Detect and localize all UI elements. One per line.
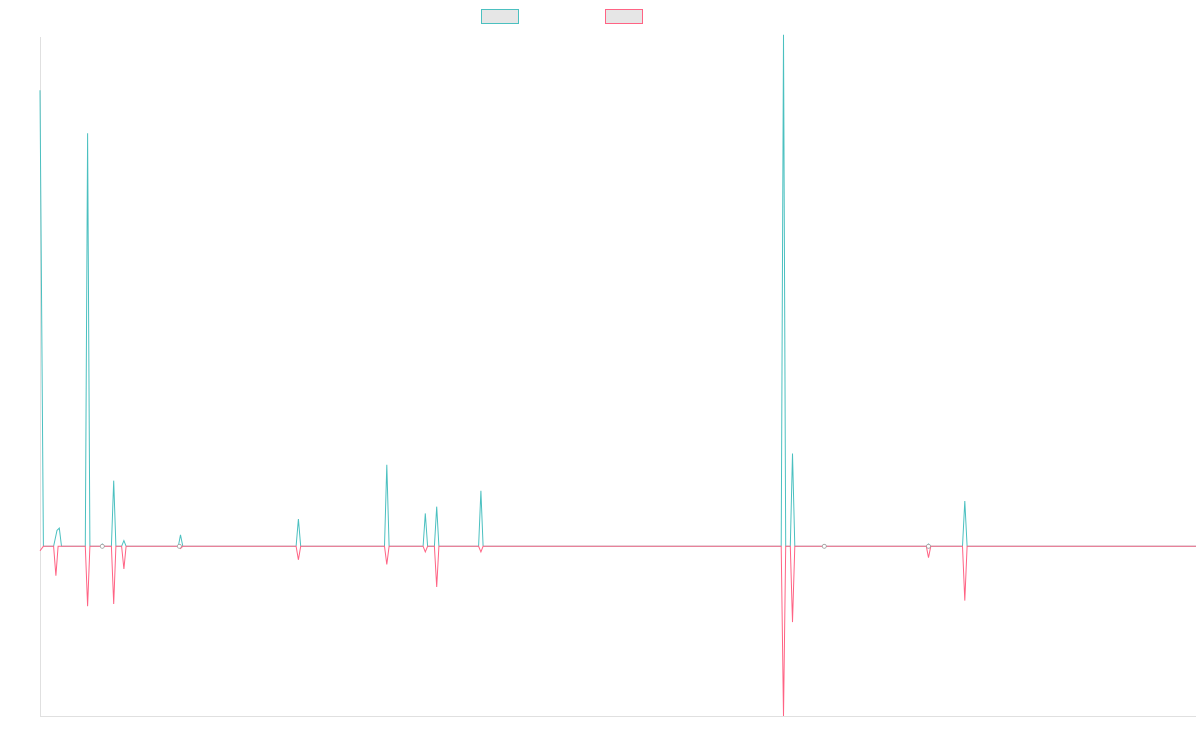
series-line-1 — [39, 34, 1196, 547]
point-marker-1 — [176, 543, 182, 549]
legend-swatch-series-2[interactable] — [605, 9, 643, 24]
series-line-2 — [39, 545, 1196, 717]
legend-swatch-series-1[interactable] — [481, 9, 519, 24]
series-layer — [39, 34, 1196, 717]
point-marker-3 — [821, 543, 827, 549]
point-marker-4 — [926, 543, 931, 549]
point-marker-2 — [99, 543, 105, 549]
